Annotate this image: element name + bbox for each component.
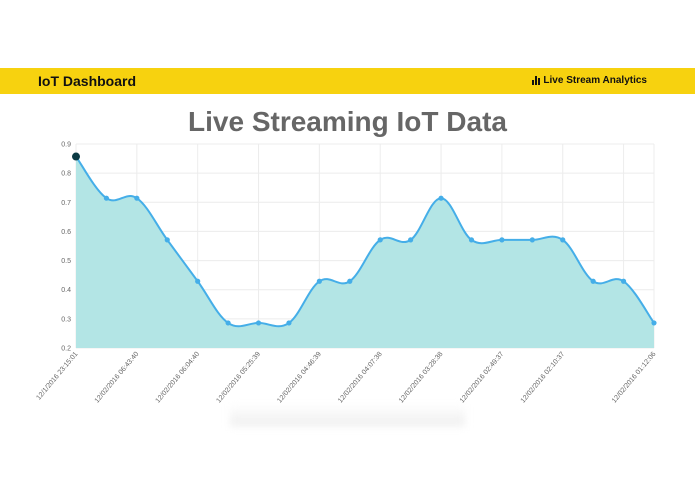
data-point[interactable]	[590, 278, 596, 284]
data-point[interactable]	[164, 237, 170, 243]
y-tick-label: 0.7	[61, 200, 71, 207]
data-point[interactable]	[529, 237, 535, 243]
x-tick-label: 12/02/2016 01:12:06	[611, 351, 658, 405]
y-tick-label: 0.9	[61, 142, 71, 149]
live-stream-analytics-link[interactable]: Live Stream Analytics	[532, 75, 647, 86]
data-point[interactable]	[377, 237, 383, 243]
data-point[interactable]	[347, 278, 353, 284]
data-point[interactable]	[255, 320, 262, 326]
y-tick-label: 0.5	[61, 258, 71, 265]
live-stream-analytics-label: Live Stream Analytics	[543, 75, 647, 86]
x-tick-label: 12/02/2016 06:04:40	[155, 351, 202, 405]
area-fill	[76, 156, 654, 348]
data-point[interactable]	[468, 237, 475, 243]
data-point[interactable]	[103, 195, 110, 201]
data-line	[75, 155, 655, 328]
page-title: Live Streaming IoT Data	[188, 106, 507, 137]
decorative-shadow	[230, 404, 465, 426]
data-point[interactable]	[316, 278, 322, 284]
x-tick-label: 12/02/2016 02:49:37	[459, 351, 506, 405]
x-tick-label: 12/02/2016 04:46:39	[276, 351, 323, 405]
data-point[interactable]	[134, 195, 140, 201]
data-point[interactable]	[560, 237, 566, 243]
y-tick-label: 0.3	[61, 316, 71, 323]
x-tick-label: 12/02/2016 02:10:37	[520, 351, 567, 405]
x-tick-label: 12/02/2016 04:07:38	[337, 351, 384, 405]
x-tick-label: 12/02/2016 06:43:40	[94, 351, 141, 405]
data-point[interactable]	[499, 237, 505, 243]
bar-chart-icon	[532, 76, 541, 85]
data-point[interactable]	[651, 320, 657, 326]
data-point[interactable]	[620, 278, 627, 284]
x-tick-label: 12/02/2016 03:28:38	[398, 351, 445, 405]
data-point[interactable]	[195, 278, 201, 284]
y-tick-label: 0.2	[61, 346, 71, 353]
y-tick-label: 0.8	[61, 171, 71, 178]
data-point-highlighted[interactable]	[72, 152, 80, 161]
data-point[interactable]	[286, 320, 292, 326]
data-point[interactable]	[438, 195, 444, 201]
data-point[interactable]	[408, 237, 414, 243]
brand-title[interactable]: IoT Dashboard	[38, 73, 137, 89]
y-tick-label: 0.4	[61, 287, 71, 294]
x-tick-label: 12/1/2016 23:15:01	[35, 351, 79, 402]
top-navbar: IoT Dashboard Live Stream Analytics	[0, 68, 695, 94]
y-tick-label: 0.6	[61, 229, 71, 236]
x-tick-label: 12/02/2016 05:25:39	[215, 351, 262, 405]
data-point[interactable]	[225, 320, 231, 326]
